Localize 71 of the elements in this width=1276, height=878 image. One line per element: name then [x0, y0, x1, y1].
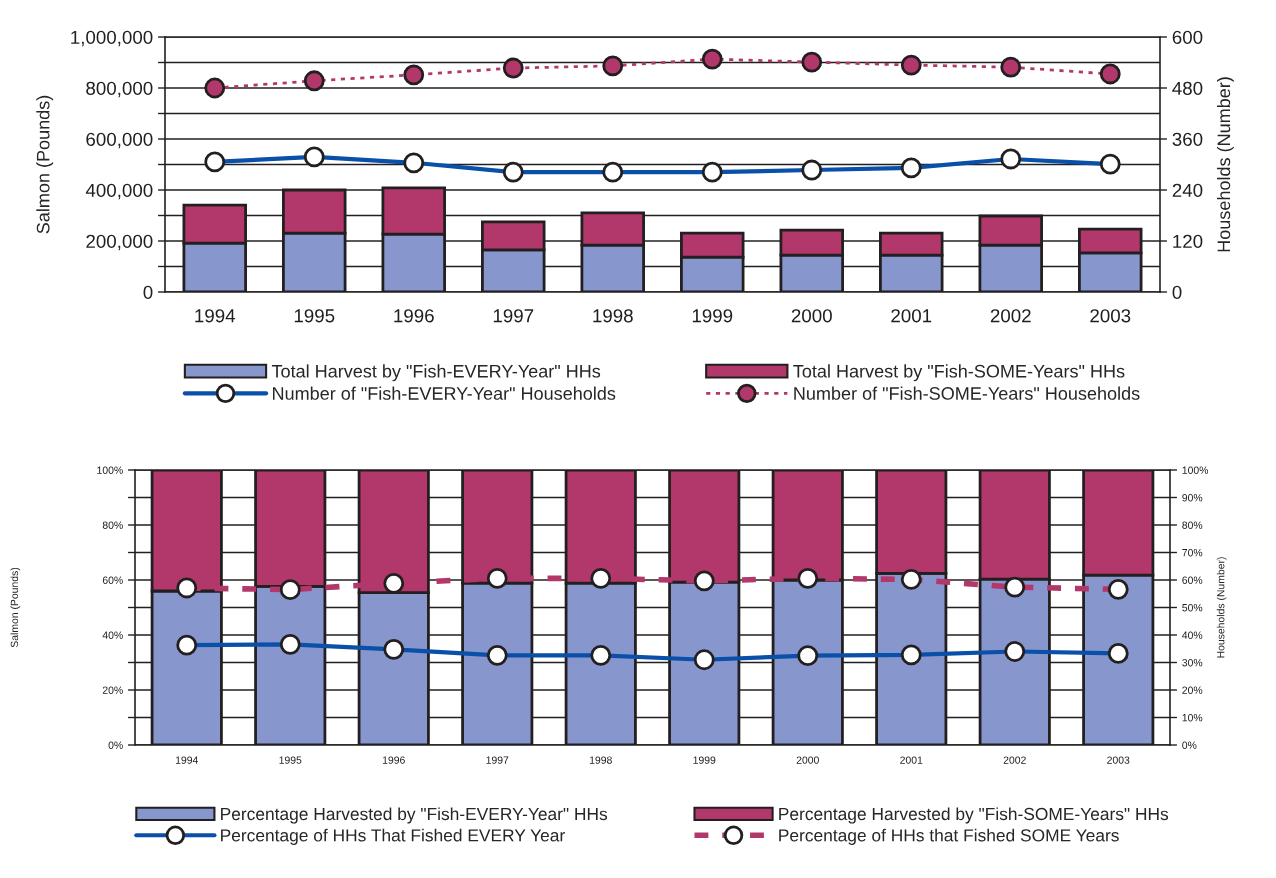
y2-tick-label: 20% [1182, 686, 1203, 694]
point [1000, 56, 1022, 78]
y2-tick-label: 0 [1172, 285, 1182, 299]
y-tick-label: 800,000 [86, 81, 153, 98]
y2-axis-title: Households (Number) [1216, 77, 1234, 252]
x-tick-label: 2002 [1003, 756, 1026, 764]
point [602, 55, 624, 77]
x-tick-label: 2003 [1107, 756, 1130, 764]
y2-tick-label: 100% [1182, 466, 1209, 474]
point [502, 57, 524, 79]
y-axis-title: Salmon (Pounds) [10, 567, 21, 648]
x-tick-label: 1996 [394, 309, 434, 323]
legend-label: Percentage Harvested by "Fish-EVERY-Year" HHs [221, 807, 608, 824]
y-tick-label: 200,000 [86, 234, 153, 251]
x-tick-label: 2001 [891, 309, 932, 323]
x-tick-label: 2000 [796, 756, 819, 764]
y2-tick-label: 50% [1182, 604, 1203, 612]
point [303, 70, 325, 92]
legend-label: Number of "Fish-EVERY-Year" Households [273, 386, 616, 400]
y-tick-label: 100% [97, 466, 123, 474]
y-tick-label: 1,000,000 [71, 30, 153, 47]
y2-tick-label: 600 [1172, 30, 1203, 44]
x-tick-label: 1994 [195, 309, 236, 323]
x-tick-label: 1999 [692, 309, 733, 323]
y-axis-title: Salmon (Pounds) [36, 95, 54, 234]
y-tick-label: 400,000 [85, 183, 153, 200]
x-tick-label: 1996 [382, 756, 405, 764]
y2-tick-label: 70% [1182, 549, 1203, 557]
legend-label: Percentage Harvested by "Fish-SOME-Years" HHs [779, 807, 1169, 824]
legend-label: Percentage of HHs That Fished EVERY Year [221, 828, 565, 845]
y2-tick-label: 360 [1172, 132, 1203, 146]
y2-tick-label: 240 [1172, 183, 1203, 197]
y2-tick-label: 90% [1182, 494, 1203, 502]
x-tick-label: 1995 [279, 756, 302, 764]
legend-label: Total Harvest by "Fish-SOME-Years" HHs [793, 364, 1125, 382]
x-tick-label: 2002 [990, 309, 1031, 323]
x-tick-label: 1995 [294, 309, 335, 323]
point [900, 54, 922, 76]
y-tick-label: 0 [143, 285, 153, 299]
x-tick-label: 2001 [900, 756, 923, 764]
y-tick-label: 0% [108, 741, 123, 749]
x-tick-label: 1997 [493, 309, 534, 323]
x-tick-label: 1997 [486, 756, 509, 764]
y2-tick-label: 10% [1182, 714, 1203, 722]
y-tick-label: 20% [102, 686, 123, 694]
x-tick-label: 2000 [791, 309, 832, 323]
legend-label: Number of "Fish-SOME-Years" Households [794, 386, 1140, 400]
legend-label: Percentage of HHs that Fished SOME Years [779, 828, 1119, 845]
y2-tick-label: 30% [1182, 659, 1203, 667]
y2-tick-label: 120 [1173, 234, 1203, 248]
y-tick-label: 60% [102, 576, 123, 584]
x-tick-label: 1998 [593, 309, 633, 323]
y-tick-label: 80% [102, 521, 123, 529]
x-tick-label: 1999 [693, 756, 716, 764]
x-tick-label: 1998 [589, 756, 612, 764]
y2-axis-title: Households (Number) [1216, 557, 1227, 658]
x-tick-label: 2003 [1090, 309, 1131, 323]
y2-tick-label: 60% [1182, 576, 1203, 584]
point [801, 51, 823, 73]
point [1099, 63, 1121, 85]
point [701, 48, 723, 70]
y2-tick-label: 480 [1172, 81, 1203, 95]
point [204, 77, 226, 99]
y2-tick-label: 0% [1182, 741, 1197, 749]
y2-tick-label: 80% [1182, 521, 1203, 529]
y-tick-label: 40% [102, 631, 123, 639]
legend-label: Total Harvest by "Fish-EVERY-Year" HHs [271, 364, 601, 382]
point [403, 64, 425, 86]
x-tick-label: 1994 [175, 756, 199, 764]
y-tick-label: 600,000 [86, 132, 153, 149]
y2-tick-label: 40% [1182, 631, 1203, 639]
